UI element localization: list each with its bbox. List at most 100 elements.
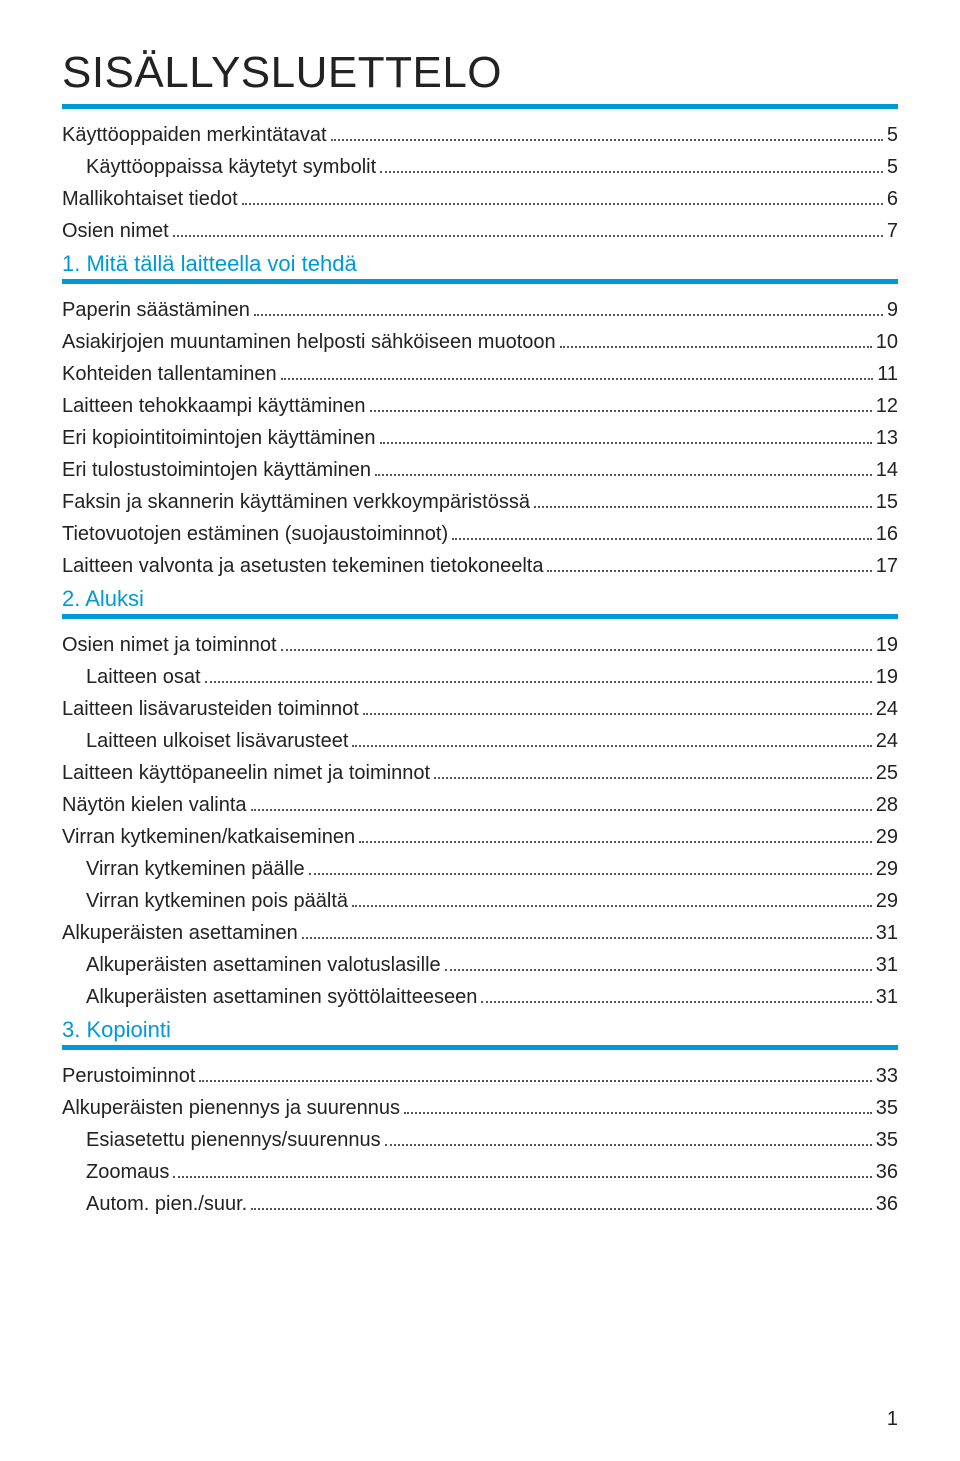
toc-leader: [375, 462, 872, 476]
toc-leader: [385, 1132, 872, 1146]
toc-page: 7: [887, 219, 898, 243]
toc-leader: [560, 334, 872, 348]
toc-entry: Laitteen käyttöpaneelin nimet ja toiminn…: [62, 761, 898, 785]
toc-label: Kohteiden tallentaminen: [62, 362, 277, 386]
toc-page: 36: [876, 1192, 898, 1216]
toc-entry: Faksin ja skannerin käyttäminen verkkoym…: [62, 490, 898, 514]
toc-label: Faksin ja skannerin käyttäminen verkkoym…: [62, 490, 530, 514]
toc-leader: [452, 526, 872, 540]
toc-entry: Eri kopiointitoimintojen käyttäminen13: [62, 426, 898, 450]
toc-leader: [359, 829, 872, 843]
toc-label: Käyttöoppaissa käytetyt symbolit: [86, 155, 376, 179]
toc-entry: Mallikohtaiset tiedot 6: [62, 187, 898, 211]
toc-page: 24: [876, 729, 898, 753]
toc-page: 16: [876, 522, 898, 546]
toc-label: Asiakirjojen muuntaminen helposti sähköi…: [62, 330, 556, 354]
toc-entry: Perustoiminnot 33: [62, 1064, 898, 1088]
toc-entry: Virran kytkeminen/katkaiseminen 29: [62, 825, 898, 849]
toc-page: 19: [876, 633, 898, 657]
toc-entry: Esiasetettu pienennys/suurennus 35: [62, 1128, 898, 1152]
section-rule: [62, 614, 898, 619]
toc-label: Alkuperäisten asettaminen syöttölaittees…: [86, 985, 477, 1009]
toc-label: Osien nimet ja toiminnot: [62, 633, 277, 657]
toc-page: 15: [876, 490, 898, 514]
toc-page: 9: [887, 298, 898, 322]
toc-entry: Laitteen osat19: [62, 665, 898, 689]
toc-page: 5: [887, 155, 898, 179]
toc-label: Tietovuotojen estäminen (suojaustoiminno…: [62, 522, 448, 546]
toc-entry: Alkuperäisten asettaminen valotuslasille…: [62, 953, 898, 977]
toc-label: Osien nimet: [62, 219, 169, 243]
toc-label: Perustoiminnot: [62, 1064, 195, 1088]
toc-leader: [547, 558, 871, 572]
toc-leader: [309, 861, 872, 875]
toc-label: Laitteen käyttöpaneelin nimet ja toiminn…: [62, 761, 430, 785]
toc-label: Virran kytkeminen päälle: [86, 857, 305, 881]
toc-page: 29: [876, 857, 898, 881]
toc-entry: Laitteen valvonta ja asetusten tekeminen…: [62, 554, 898, 578]
toc-leader: [363, 701, 872, 715]
toc-entry: Käyttöoppaissa käytetyt symbolit 5: [62, 155, 898, 179]
toc-page: 29: [876, 889, 898, 913]
toc-label: Eri tulostustoimintojen käyttäminen: [62, 458, 371, 482]
toc-entry: Alkuperäisten asettaminen 31: [62, 921, 898, 945]
toc-page: 31: [876, 985, 898, 1009]
toc-label: Laitteen tehokkaampi käyttäminen: [62, 394, 366, 418]
toc-page: 33: [876, 1064, 898, 1088]
title-rule: [62, 104, 898, 109]
section-heading: 2. Aluksi: [62, 586, 898, 612]
toc-entry: Virran kytkeminen päälle 29: [62, 857, 898, 881]
toc-label: Alkuperäisten pienennys ja suurennus: [62, 1096, 400, 1120]
toc-leader: [251, 797, 872, 811]
toc-page: 24: [876, 697, 898, 721]
toc-page: 35: [876, 1096, 898, 1120]
section-rule: [62, 1045, 898, 1050]
toc-leader: [173, 1164, 871, 1178]
toc-entry: Alkuperäisten pienennys ja suurennus 35: [62, 1096, 898, 1120]
toc-label: Näytön kielen valinta: [62, 793, 247, 817]
toc-leader: [173, 223, 883, 237]
toc-label: Laitteen lisävarusteiden toiminnot: [62, 697, 359, 721]
toc-entry: Eri tulostustoimintojen käyttäminen 14: [62, 458, 898, 482]
toc-page: 19: [876, 665, 898, 689]
toc-page: 10: [876, 330, 898, 354]
toc-leader: [404, 1100, 872, 1114]
toc-entry: Käyttöoppaiden merkintätavat5: [62, 123, 898, 147]
toc-label: Paperin säästäminen: [62, 298, 250, 322]
toc-leader: [380, 159, 883, 173]
toc-page: 5: [887, 123, 898, 147]
toc-leader: [352, 733, 871, 747]
section-heading: 1. Mitä tällä laitteella voi tehdä: [62, 251, 898, 277]
toc-leader: [352, 893, 872, 907]
toc-leader: [434, 765, 872, 779]
toc-page: 31: [876, 921, 898, 945]
toc-label: Virran kytkeminen pois päältä: [86, 889, 348, 913]
toc-entry: Virran kytkeminen pois päältä 29: [62, 889, 898, 913]
toc-page: 6: [887, 187, 898, 211]
section-heading: 3. Kopiointi: [62, 1017, 898, 1043]
toc-page: 13: [876, 426, 898, 450]
toc-label: Mallikohtaiset tiedot: [62, 187, 238, 211]
toc-page: 12: [876, 394, 898, 418]
toc-leader: [251, 1196, 872, 1210]
toc-label: Zoomaus: [86, 1160, 169, 1184]
toc-leader: [242, 191, 883, 205]
toc-page: 14: [876, 458, 898, 482]
toc-leader: [281, 366, 874, 380]
page-number: 1: [887, 1408, 898, 1431]
toc-entry: Alkuperäisten asettaminen syöttölaittees…: [62, 985, 898, 1009]
toc-entry: Paperin säästäminen 9: [62, 298, 898, 322]
toc-leader: [205, 669, 872, 683]
toc-entry: Laitteen lisävarusteiden toiminnot 24: [62, 697, 898, 721]
toc-page: 29: [876, 825, 898, 849]
toc-page: 35: [876, 1128, 898, 1152]
toc-page: 17: [876, 554, 898, 578]
toc-label: Virran kytkeminen/katkaiseminen: [62, 825, 355, 849]
toc-page: 31: [876, 953, 898, 977]
toc-page: 36: [876, 1160, 898, 1184]
toc-label: Alkuperäisten asettaminen: [62, 921, 298, 945]
table-of-contents: Käyttöoppaiden merkintätavat5 Käyttöoppai…: [62, 123, 898, 1216]
toc-label: Esiasetettu pienennys/suurennus: [86, 1128, 381, 1152]
toc-entry: Asiakirjojen muuntaminen helposti sähköi…: [62, 330, 898, 354]
toc-leader: [302, 925, 872, 939]
